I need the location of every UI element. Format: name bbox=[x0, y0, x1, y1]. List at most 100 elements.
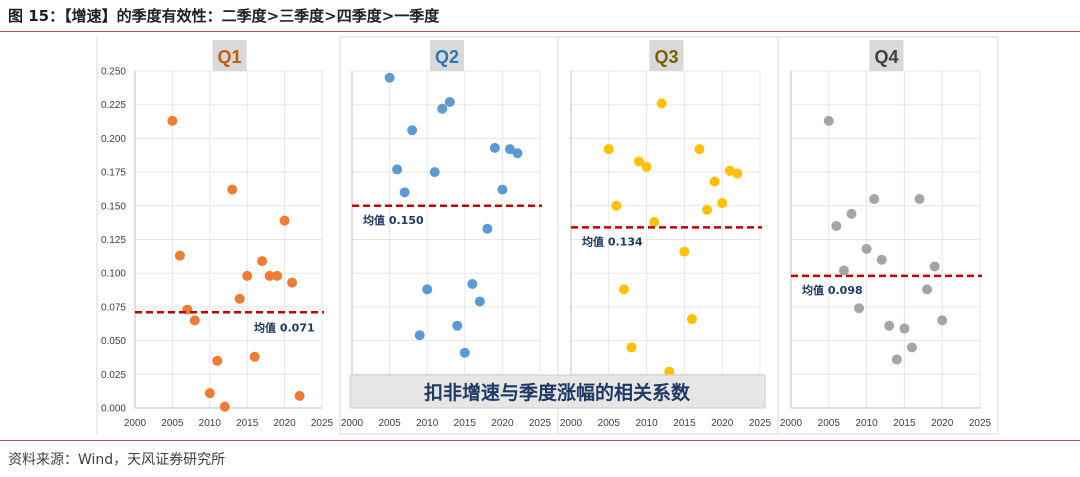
q3-x-tick-label: 2015 bbox=[673, 418, 696, 429]
q3-x-tick-label: 2010 bbox=[635, 418, 658, 429]
q3-x-tick-label: 2000 bbox=[560, 418, 583, 429]
y-tick-label: 0.100 bbox=[101, 269, 126, 280]
q4-point bbox=[854, 303, 865, 314]
q2-point bbox=[482, 223, 493, 234]
q2-point bbox=[444, 97, 455, 108]
q2-point bbox=[384, 72, 395, 83]
q4-point bbox=[899, 323, 910, 334]
q4-x-tick-label: 2020 bbox=[931, 418, 954, 429]
q3-point bbox=[717, 198, 728, 209]
q2-point bbox=[407, 125, 418, 136]
q1-point bbox=[249, 351, 260, 362]
source-note: 资料来源：Wind，天风证券研究所 bbox=[8, 452, 226, 468]
y-tick-label: 0.125 bbox=[101, 235, 126, 246]
q2-point bbox=[512, 148, 523, 159]
y-tick-label: 0.150 bbox=[101, 201, 126, 212]
q4-point bbox=[823, 115, 834, 126]
q3-x-tick-label: 2005 bbox=[598, 418, 621, 429]
q2-title-box bbox=[430, 40, 464, 71]
q3-x-tick-label: 2025 bbox=[749, 418, 772, 429]
q3-point bbox=[694, 144, 705, 155]
q4-point bbox=[876, 254, 887, 265]
q3-point bbox=[709, 176, 720, 187]
q2-point bbox=[489, 142, 500, 153]
q3-point bbox=[618, 284, 629, 295]
q2-point bbox=[504, 144, 515, 155]
q1-point bbox=[287, 277, 298, 288]
q3-point bbox=[641, 161, 652, 172]
q2-point bbox=[414, 330, 425, 341]
y-tick-label: 0.175 bbox=[101, 168, 126, 179]
q3-mean-label: 均值 0.134 bbox=[582, 234, 643, 248]
q4-point bbox=[831, 221, 842, 232]
q3-point bbox=[686, 314, 697, 325]
q2-point bbox=[429, 167, 440, 178]
q3-x-tick-label: 2020 bbox=[711, 418, 734, 429]
q3-point bbox=[664, 366, 675, 377]
y-tick-label: 0.200 bbox=[101, 134, 126, 145]
q4-x-tick-label: 2000 bbox=[780, 418, 803, 429]
q2-x-tick-label: 2010 bbox=[416, 418, 439, 429]
q3-point bbox=[656, 98, 667, 109]
q2-point bbox=[467, 278, 478, 289]
q2-point bbox=[497, 184, 508, 195]
q1-point bbox=[234, 293, 245, 304]
y-tick-label: 0.250 bbox=[101, 67, 126, 78]
y-tick-label: 0.225 bbox=[101, 100, 126, 111]
q1-point bbox=[167, 115, 178, 126]
q4-x-tick-label: 2015 bbox=[893, 418, 916, 429]
q4-point bbox=[869, 194, 880, 205]
q2-x-tick-label: 2025 bbox=[529, 418, 552, 429]
q2-point bbox=[452, 320, 463, 331]
q1-point bbox=[227, 184, 238, 195]
q4-point bbox=[914, 194, 925, 205]
q3-point bbox=[649, 216, 660, 227]
q1-point bbox=[257, 256, 268, 267]
q1-point bbox=[272, 270, 283, 281]
q4-point bbox=[838, 265, 849, 276]
q3-panel-title: Q3 bbox=[654, 47, 678, 67]
q4-x-tick-label: 2025 bbox=[969, 418, 992, 429]
q2-point bbox=[422, 284, 433, 295]
q3-point bbox=[702, 204, 713, 215]
q1-panel-title: Q1 bbox=[217, 47, 241, 67]
q4-point bbox=[937, 315, 948, 326]
y-tick-label: 0.025 bbox=[101, 370, 126, 381]
q3-point bbox=[634, 156, 645, 167]
q4-point bbox=[861, 243, 872, 254]
q1-x-tick-label: 2020 bbox=[273, 418, 296, 429]
figure-title: 图 15：【增速】的季度有效性：二季度>三季度>四季度>一季度 bbox=[8, 7, 440, 25]
q1-x-tick-label: 2025 bbox=[311, 418, 334, 429]
q1-mean-label: 均值 0.071 bbox=[254, 320, 315, 334]
panel-frame-4 bbox=[777, 36, 999, 435]
q2-x-tick-label: 2015 bbox=[454, 418, 477, 429]
q1-title-box bbox=[212, 40, 247, 71]
q1-point bbox=[174, 250, 185, 261]
q4-point bbox=[906, 342, 917, 353]
q4-title-box bbox=[869, 40, 904, 71]
q2-mean-label: 均值 0.150 bbox=[363, 213, 424, 227]
q1-x-tick-label: 2005 bbox=[161, 418, 184, 429]
q1-point bbox=[212, 355, 223, 366]
scatter-chart: 0.000 0.025 0.050 0.075 0.100 0.125 0.150 0.175… bbox=[96, 36, 999, 435]
q4-x-tick-label: 2010 bbox=[855, 418, 878, 429]
q4-point bbox=[846, 208, 857, 219]
top-rule bbox=[0, 31, 1080, 32]
q4-point bbox=[891, 354, 902, 365]
q4-x-tick-label: 2005 bbox=[818, 418, 841, 429]
q4-point bbox=[929, 261, 940, 272]
q4-mean-label: 均值 0.098 bbox=[802, 283, 863, 297]
q2-point bbox=[459, 347, 470, 358]
q3-point bbox=[724, 165, 735, 176]
q3-point bbox=[603, 144, 614, 155]
q2-x-tick-label: 2020 bbox=[491, 418, 514, 429]
q1-point bbox=[242, 270, 253, 281]
y-tick-label: 0.000 bbox=[101, 404, 126, 415]
q4-point bbox=[922, 284, 933, 295]
q4-panel-title: Q4 bbox=[874, 47, 898, 67]
q3-point bbox=[611, 200, 622, 211]
bottom-rule bbox=[0, 440, 1080, 441]
q1-point bbox=[204, 388, 215, 399]
q1-x-tick-label: 2010 bbox=[199, 418, 222, 429]
q2-point bbox=[392, 164, 403, 175]
